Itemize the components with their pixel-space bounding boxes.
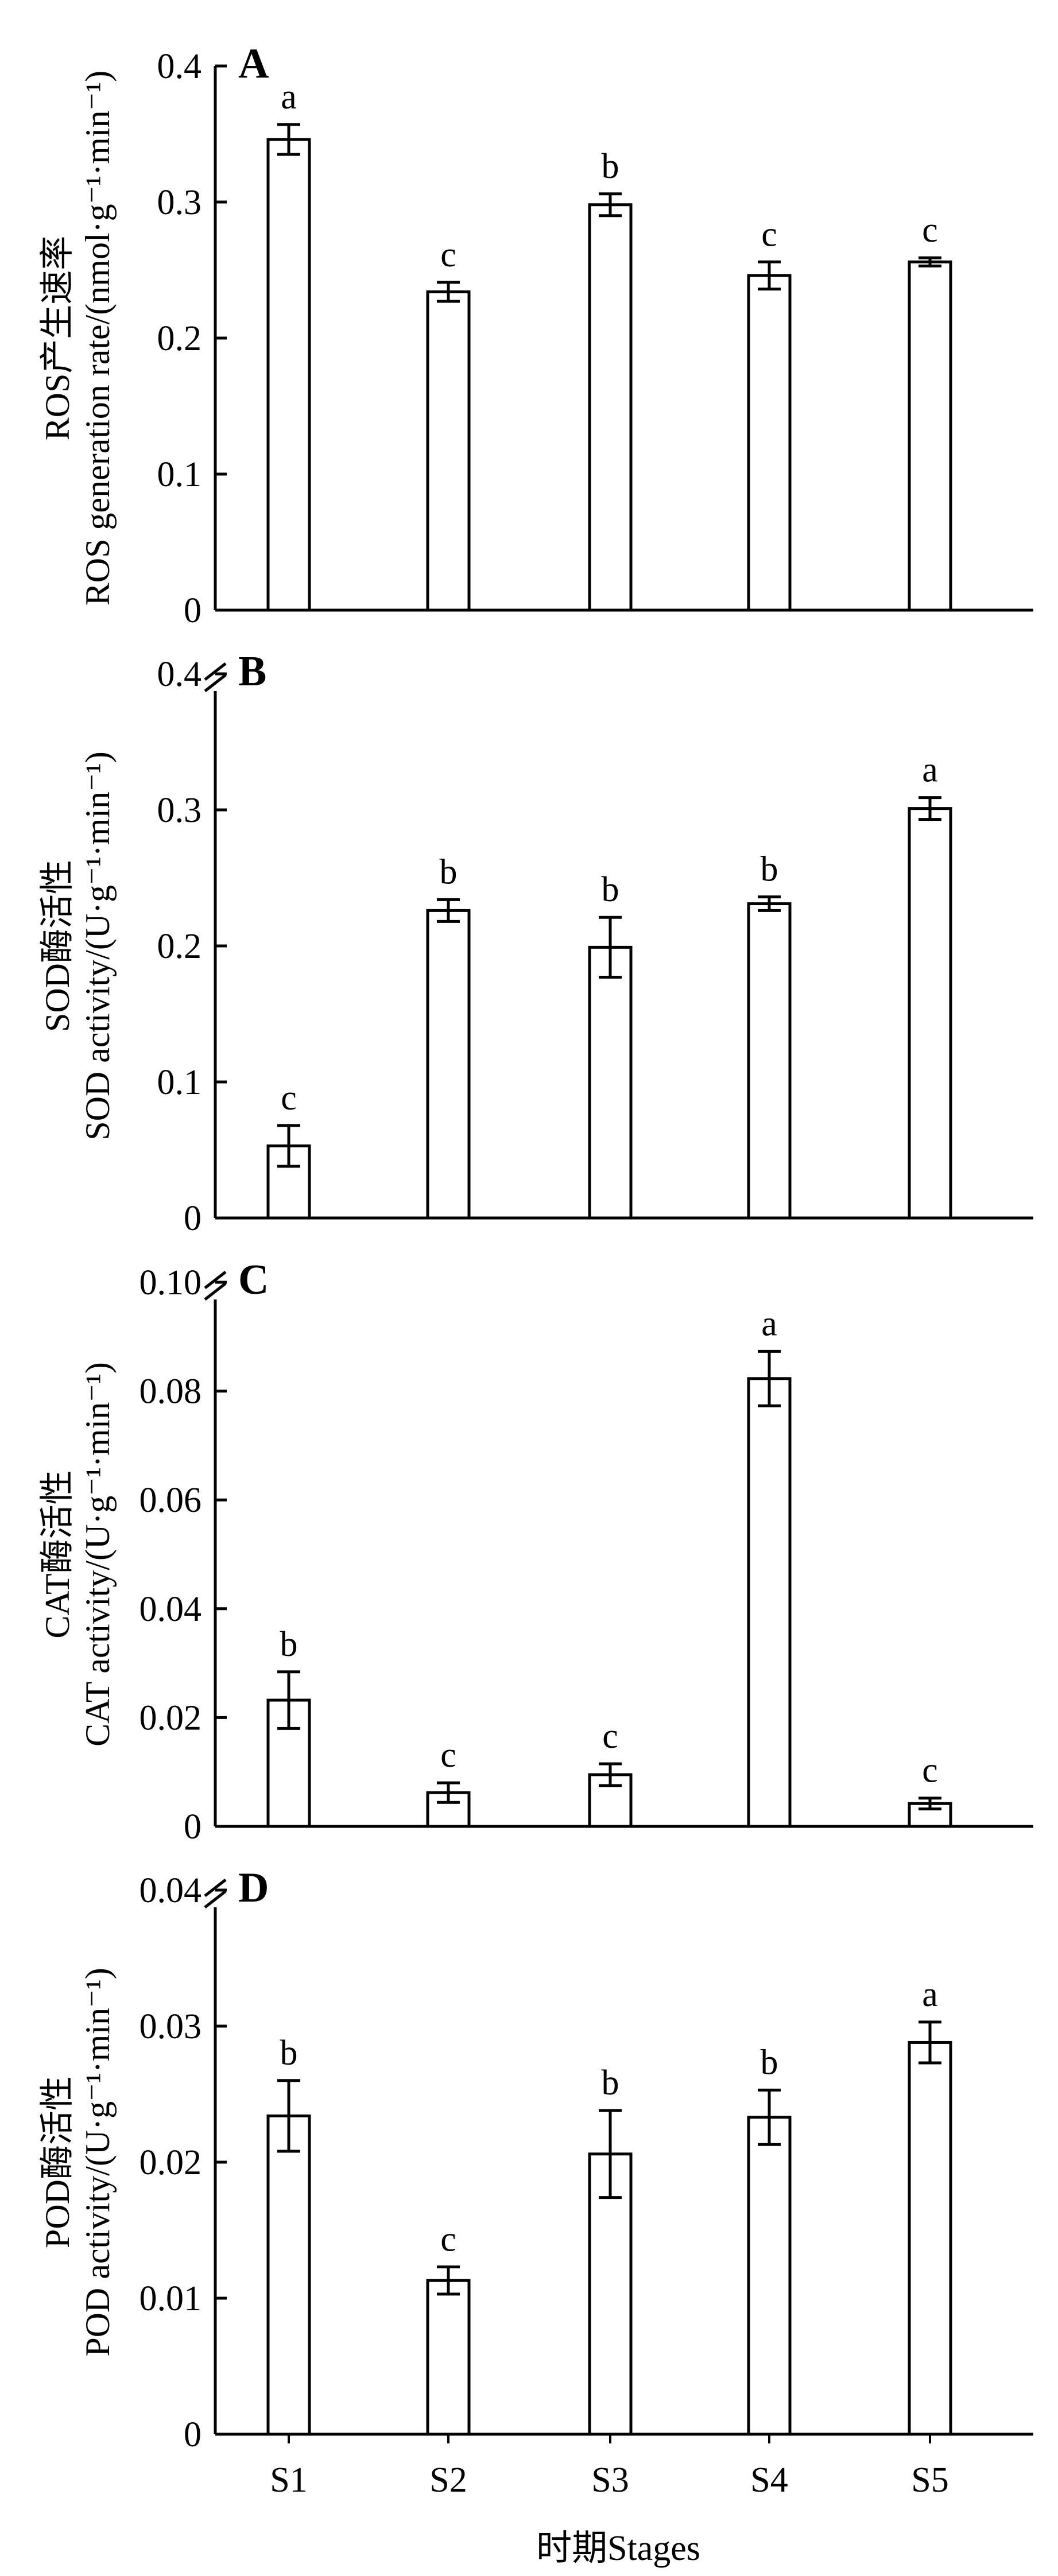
bar-B-S2 — [426, 909, 471, 1220]
bar-D-S5 — [908, 2040, 952, 2436]
y-tick-label-A-3: 0.3 — [157, 183, 202, 222]
axis-break-mark-B-lower — [204, 674, 227, 692]
y-tick-label-C-2: 0.04 — [139, 1590, 202, 1629]
bar-B-S5 — [908, 807, 952, 1220]
plot-layer: 0 0.1 0.2 0.3 0.4 A ROS产生速率 ROS generation rate… — [38, 40, 1033, 2500]
y-tick-label-D-1: 0.01 — [139, 2279, 202, 2318]
y-tick-label-C-3: 0.06 — [139, 1481, 202, 1520]
significance-letter-B-S5: a — [922, 751, 938, 790]
significance-letter-A-S3: b — [602, 147, 619, 186]
y-axis-label-cn-A: ROS产生速率 — [38, 236, 76, 441]
x-tick-label-S2: S2 — [429, 2461, 467, 2500]
y-axis-label-cn-C: CAT酶活性 — [38, 1470, 76, 1638]
bar-B-S4 — [747, 902, 792, 1220]
significance-letter-B-S4: b — [761, 850, 778, 889]
y-tick-label-A-4: 0.4 — [157, 47, 202, 86]
panel-letter-C: C — [238, 1256, 269, 1303]
y-axis-label-en-C: CAT activity/(U·g⁻¹·min⁻¹) — [79, 1362, 117, 1747]
x-tick-label-S4: S4 — [750, 2461, 788, 2500]
significance-letter-B-S2: b — [440, 852, 458, 891]
y-tick-label-A-1: 0.1 — [157, 455, 202, 494]
y-tick-label-B-0: 0 — [184, 1199, 201, 1238]
bar-A-S1 — [266, 138, 311, 612]
y-tick-label-D-2: 0.02 — [139, 2143, 202, 2182]
y-tick-label-C-4: 0.08 — [139, 1372, 202, 1411]
y-tick-label-D-0: 0 — [184, 2415, 201, 2454]
y-tick-label-D-4: 0.04 — [139, 1871, 202, 1910]
x-axis-label: 时期Stages — [536, 2529, 700, 2568]
significance-letter-B-S1: c — [281, 1078, 297, 1118]
y-axis-label-en-D: POD activity/(U·g⁻¹·min⁻¹) — [79, 1968, 117, 2357]
x-tick-label-S3: S3 — [591, 2461, 629, 2500]
bar-D-S1 — [266, 2114, 311, 2436]
significance-letter-C-S2: c — [440, 1736, 456, 1775]
y-axis-label-en-A: ROS generation rate/(nmol·g⁻¹·min⁻¹) — [79, 71, 117, 606]
significance-letter-D-S1: b — [280, 2034, 298, 2073]
y-axis-label-en-B: SOD activity/(U·g⁻¹·min⁻¹) — [79, 751, 117, 1140]
significance-letter-D-S5: a — [922, 1975, 938, 2014]
significance-letter-B-S3: b — [602, 870, 619, 909]
y-tick-label-B-2: 0.2 — [157, 927, 202, 966]
bar-D-S4 — [747, 2116, 792, 2436]
significance-letter-D-S4: b — [761, 2043, 778, 2082]
y-axis-label-cn-D: POD酶活性 — [38, 2076, 76, 2248]
bar-D-S2 — [426, 2279, 471, 2436]
y-tick-label-C-0: 0 — [184, 1807, 201, 1846]
bar-C-S4 — [747, 1377, 792, 1828]
y-tick-label-C-1: 0.02 — [139, 1698, 202, 1737]
y-tick-label-C-5: 0.10 — [139, 1263, 202, 1302]
bar-A-S4 — [747, 274, 792, 612]
bar-A-S2 — [426, 290, 471, 612]
axis-break-mark-C-lower — [204, 1282, 227, 1301]
significance-letter-D-S2: c — [440, 2220, 456, 2259]
bar-A-S3 — [588, 203, 633, 612]
significance-letter-D-S3: b — [602, 2063, 619, 2102]
x-tick-label-S1: S1 — [270, 2461, 307, 2500]
y-tick-label-B-1: 0.1 — [157, 1063, 202, 1102]
bar-B-S3 — [588, 945, 633, 1220]
significance-letter-C-S4: a — [761, 1304, 777, 1343]
y-tick-label-A-0: 0 — [184, 591, 201, 630]
significance-letter-A-S5: c — [922, 211, 938, 250]
significance-letter-A-S4: c — [761, 215, 777, 254]
significance-letter-A-S2: c — [440, 235, 456, 274]
bar-A-S5 — [908, 260, 952, 612]
significance-letter-C-S5: c — [922, 1751, 938, 1790]
significance-letter-C-S3: c — [602, 1717, 618, 1756]
axis-break-mark-D-lower — [204, 1890, 227, 1908]
panel-letter-A: A — [238, 40, 269, 87]
y-axis-label-cn-B: SOD酶活性 — [38, 860, 76, 1032]
axis-break-mark-B-upper — [204, 662, 227, 681]
y-tick-label-B-3: 0.3 — [157, 791, 202, 830]
axis-break-mark-D-upper — [204, 1879, 227, 1897]
y-tick-label-A-2: 0.2 — [157, 319, 202, 358]
y-tick-label-B-4: 0.4 — [157, 655, 202, 694]
significance-letter-C-S1: b — [280, 1625, 298, 1664]
panel-letter-D: D — [238, 1864, 269, 1911]
panel-letter-B: B — [238, 648, 266, 695]
y-tick-label-D-3: 0.03 — [139, 2007, 202, 2046]
x-tick-label-S5: S5 — [911, 2461, 948, 2500]
axis-break-mark-C-upper — [204, 1271, 227, 1289]
significance-letter-A-S1: a — [281, 77, 297, 117]
